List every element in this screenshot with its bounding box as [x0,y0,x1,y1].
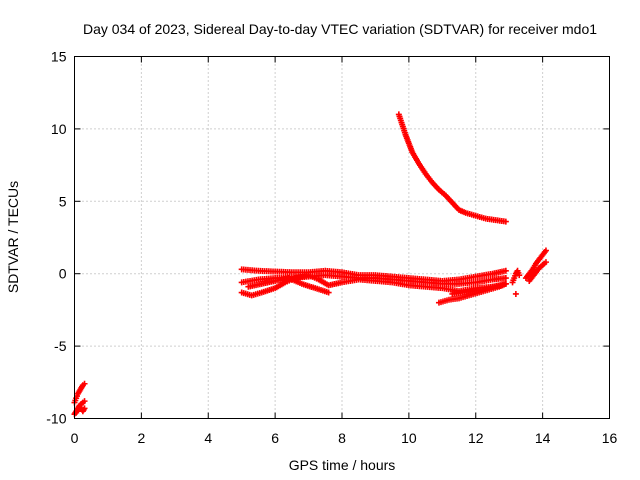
x-tick-label: 4 [204,430,212,446]
data-point [502,280,509,287]
data-points [71,111,549,418]
x-axis-label: GPS time / hours [289,457,396,473]
x-tick-label: 6 [271,430,279,446]
axis-ticks [74,56,610,419]
y-axis-label: SDTVAR / TECUs [5,181,21,293]
data-point [499,282,506,289]
y-tick-label: 10 [51,121,67,137]
data-point [542,259,549,266]
data-point [502,218,509,225]
y-tick-label: 0 [59,266,67,282]
x-tick-labels: 0 2 4 6 8 10 12 14 16 [71,430,618,446]
x-tick-label: 8 [338,430,346,446]
data-point [502,275,509,282]
data-point [502,267,509,274]
chart-title: Day 034 of 2023, Sidereal Day-to-day VTE… [83,21,597,37]
x-tick-label: 10 [401,430,417,446]
y-tick-label: -5 [54,338,67,354]
data-point [81,398,88,405]
y-tick-label: 15 [51,49,67,65]
data-point [516,272,523,279]
grid [74,56,610,419]
y-tick-label: 5 [59,193,67,209]
data-point [81,380,88,387]
data-point [325,289,332,296]
x-tick-label: 2 [137,430,145,446]
data-point [512,290,519,297]
x-tick-label: 0 [71,430,79,446]
y-tick-label: -10 [46,411,66,427]
y-tick-labels: -10 -5 0 5 10 15 [46,49,66,427]
x-tick-label: 12 [468,430,484,446]
x-tick-label: 14 [535,430,551,446]
data-point [81,405,88,412]
x-tick-label: 16 [602,430,618,446]
data-point [542,247,549,254]
